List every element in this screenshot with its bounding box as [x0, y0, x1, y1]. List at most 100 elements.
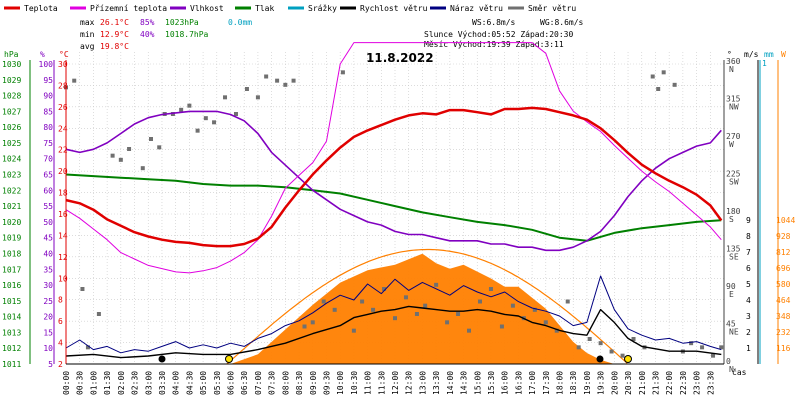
- x-tick-label: 03:00: [144, 371, 153, 395]
- chart-title: 11.8.2022: [366, 51, 434, 65]
- y-tick-direction: E: [729, 290, 734, 299]
- y-tick-percent: 45: [43, 234, 53, 243]
- y-tick-watt: 928: [776, 232, 791, 241]
- x-tick-label: 15:00: [473, 371, 482, 395]
- wind-direction-point: [510, 303, 515, 308]
- legend-label-naraz: Náraz větru: [450, 4, 503, 13]
- y-tick-percent: 40: [43, 249, 53, 258]
- y-tick-percent: 10: [43, 344, 53, 353]
- y-tick-direction: SW: [729, 178, 739, 187]
- wind-direction-point: [275, 78, 280, 83]
- x-tick-label: 15:30: [487, 371, 496, 395]
- wind-direction-point: [620, 353, 625, 358]
- x-tick-label: 01:00: [89, 371, 98, 395]
- y-tick-celsius: 20: [58, 167, 68, 176]
- y-tick-degrees: 90: [726, 282, 736, 291]
- y-tick-celsius: 30: [58, 60, 68, 69]
- x-tick-label: 07:30: [268, 371, 277, 395]
- y-tick-direction: W: [729, 140, 734, 149]
- series-line-teplota: [65, 106, 723, 248]
- wind-direction-point: [212, 120, 217, 125]
- y-tick-ms: 9: [746, 216, 751, 225]
- wind-direction-point: [631, 337, 636, 341]
- y-tick-percent: 80: [43, 123, 53, 132]
- y-tick-hpa: 1022: [2, 186, 21, 195]
- wind-direction-point: [393, 316, 397, 321]
- y-tick-ms: 6: [746, 264, 751, 273]
- y-tick-ms: 2: [746, 328, 751, 337]
- y-tick-direction: NW: [729, 103, 739, 112]
- stat-min-pressure: 1018.7hPa: [165, 30, 209, 39]
- x-tick-label: 05:30: [213, 371, 222, 395]
- stat-max-pressure: 1023hPa: [165, 18, 199, 27]
- wind-direction-point: [371, 307, 376, 312]
- moonrise-marker: [596, 355, 604, 363]
- y-tick-degrees: 0: [726, 357, 731, 366]
- y-tick-degrees: 315: [726, 95, 741, 104]
- y-tick-percent: 65: [43, 171, 53, 180]
- wind-direction-point: [456, 312, 461, 316]
- y-tick-hpa: 1024: [2, 155, 21, 164]
- wind-direction-point: [576, 345, 581, 350]
- y-tick-celsius: 18: [58, 189, 68, 198]
- y-tick-ms: 3: [746, 312, 751, 321]
- unit-percent: %: [40, 50, 45, 59]
- wind-direction-point: [650, 74, 655, 79]
- y-tick-hpa: 1030: [2, 60, 21, 69]
- wind-direction-point: [110, 153, 115, 158]
- wind-direction-point: [233, 112, 238, 116]
- stat-moon: Měsíc Východ:19:39 Západ:3:11: [424, 40, 564, 49]
- y-tick-celsius: 8: [58, 296, 63, 305]
- series-line-rychlost-vetru: [65, 305, 722, 359]
- y-tick-hpa: 1015: [2, 297, 21, 306]
- x-tick-label: 04:00: [172, 371, 181, 395]
- y-tick-hpa: 1029: [2, 76, 21, 85]
- wind-direction-point: [711, 353, 716, 358]
- x-tick-label: 17:00: [528, 371, 537, 395]
- y-tick-celsius: 10: [58, 274, 68, 283]
- wind-direction-point: [656, 87, 661, 91]
- wind-direction-point: [264, 74, 269, 79]
- y-tick-celsius: 12: [58, 253, 68, 262]
- wind-direction-point: [310, 320, 315, 325]
- x-tick-label: 10:30: [350, 371, 359, 395]
- axes-layer: 2468101214161820222426283010111012101310…: [2, 57, 795, 374]
- y-tick-celsius: 26: [58, 103, 68, 112]
- y-tick-percent: 95: [43, 76, 53, 85]
- wind-direction-point: [360, 299, 365, 304]
- y-tick-degrees: 360: [726, 57, 741, 66]
- x-tick-label: 14:30: [460, 371, 469, 395]
- y-tick-watt: 348: [776, 312, 791, 321]
- wind-direction-point: [80, 287, 85, 291]
- x-tick-label: 12:30: [405, 371, 414, 395]
- series-line-vlhkost: [65, 110, 722, 252]
- y-tick-ms: 4: [746, 296, 751, 305]
- wind-direction-point: [477, 299, 482, 304]
- x-tick-label: 17:30: [542, 371, 551, 395]
- x-tick-label: 08:00: [281, 371, 290, 395]
- y-tick-hpa: 1020: [2, 218, 21, 227]
- unit-hpa: hPa: [4, 50, 19, 59]
- unit-watt: W: [781, 50, 786, 59]
- series-line-tlak: [65, 173, 722, 242]
- y-tick-hpa: 1026: [2, 123, 21, 132]
- wind-direction-point: [187, 103, 192, 108]
- wind-direction-point: [445, 320, 450, 325]
- x-tick-label: 23:00: [693, 371, 702, 395]
- sun-layer: [226, 248, 628, 365]
- y-tick-celsius: 4: [58, 339, 63, 348]
- y-tick-watt: 116: [776, 344, 791, 353]
- x-axis-label: čas: [732, 367, 747, 377]
- unit-ms-top: 1: [762, 59, 767, 68]
- stat-sun: Slunce Východ:05:52 Západ:20:30: [424, 30, 573, 39]
- y-tick-percent: 20: [43, 313, 53, 322]
- y-tick-watt: 580: [776, 280, 791, 289]
- y-tick-celsius: 14: [58, 231, 68, 240]
- y-tick-watt: 464: [776, 296, 791, 305]
- x-tick-label: 19:00: [583, 371, 592, 395]
- y-tick-percent: 70: [43, 155, 53, 164]
- legend-label-teplota: Teplota: [24, 4, 58, 13]
- y-tick-ms: 5: [746, 280, 751, 289]
- wind-direction-point: [403, 295, 408, 300]
- stat-min-humidity: 40%: [140, 30, 155, 39]
